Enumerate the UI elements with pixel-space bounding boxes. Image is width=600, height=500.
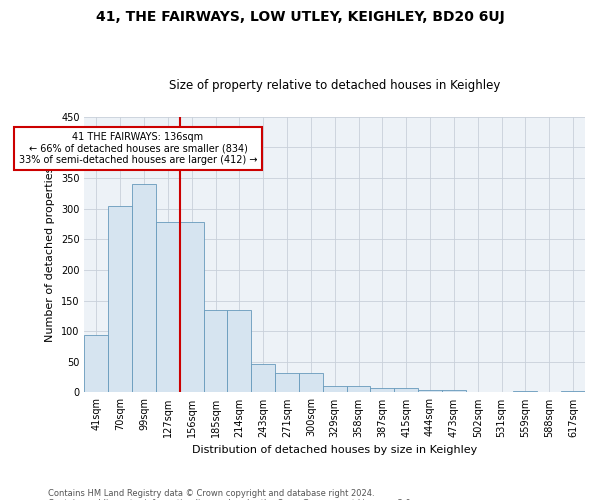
- Bar: [418, 390, 442, 392]
- Bar: [251, 364, 275, 392]
- Bar: [370, 388, 394, 392]
- Text: Contains HM Land Registry data © Crown copyright and database right 2024.: Contains HM Land Registry data © Crown c…: [48, 488, 374, 498]
- Bar: [275, 374, 299, 392]
- Bar: [323, 386, 347, 392]
- Bar: [514, 390, 538, 392]
- Bar: [203, 310, 227, 392]
- X-axis label: Distribution of detached houses by size in Keighley: Distribution of detached houses by size …: [192, 445, 478, 455]
- Bar: [442, 390, 466, 392]
- Bar: [561, 390, 585, 392]
- Bar: [85, 336, 108, 392]
- Bar: [180, 222, 203, 392]
- Bar: [156, 222, 180, 392]
- Bar: [108, 206, 132, 392]
- Bar: [227, 310, 251, 392]
- Bar: [299, 374, 323, 392]
- Y-axis label: Number of detached properties: Number of detached properties: [46, 167, 55, 342]
- Bar: [132, 184, 156, 392]
- Text: 41 THE FAIRWAYS: 136sqm
← 66% of detached houses are smaller (834)
33% of semi-d: 41 THE FAIRWAYS: 136sqm ← 66% of detache…: [19, 132, 257, 166]
- Text: 41, THE FAIRWAYS, LOW UTLEY, KEIGHLEY, BD20 6UJ: 41, THE FAIRWAYS, LOW UTLEY, KEIGHLEY, B…: [95, 10, 505, 24]
- Bar: [394, 388, 418, 392]
- Text: Contains public sector information licensed under the Open Government Licence v3: Contains public sector information licen…: [48, 498, 413, 500]
- Bar: [347, 386, 370, 392]
- Title: Size of property relative to detached houses in Keighley: Size of property relative to detached ho…: [169, 79, 500, 92]
